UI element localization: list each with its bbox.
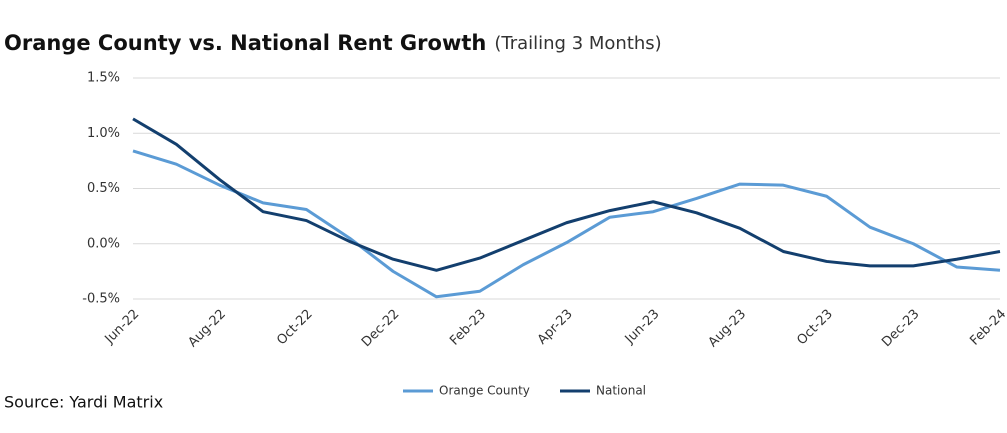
x-tick-label: Feb-24 <box>967 307 1007 349</box>
y-tick-label: 0.0% <box>87 236 120 251</box>
legend-item: National <box>560 384 646 398</box>
x-tick-label: Apr-23 <box>535 307 576 348</box>
x-tick-label: Aug-23 <box>706 307 750 351</box>
series-line <box>132 117 1001 272</box>
chart-title: Orange County vs. National Rent Growth (T… <box>4 31 662 55</box>
title-text: Orange County vs. National Rent Growth <box>4 31 486 55</box>
x-tick-label: Dec-22 <box>359 307 402 350</box>
x-tick-label: Feb-23 <box>447 307 489 349</box>
y-tick-label: 1.0% <box>87 126 120 141</box>
legend-label: Orange County <box>439 384 530 398</box>
x-tick-label: Jun-23 <box>622 307 663 348</box>
y-tick-label: 0.5% <box>87 181 120 196</box>
x-tick-label: Oct-23 <box>794 307 836 349</box>
legend-item: Orange County <box>403 384 530 398</box>
x-tick-label: Aug-22 <box>185 307 229 351</box>
x-tick-label: Jun-22 <box>102 307 143 348</box>
x-tick-label: Dec-23 <box>879 307 922 350</box>
y-tick-label: 1.5% <box>87 71 120 86</box>
legend-label: National <box>596 384 646 398</box>
subtitle: (Trailing 3 Months) <box>494 33 661 54</box>
series-line <box>132 149 1001 299</box>
y-tick-label: -0.5% <box>82 292 120 307</box>
source: Source: Yardi Matrix <box>4 393 163 412</box>
x-tick-label: Oct-22 <box>274 307 316 349</box>
